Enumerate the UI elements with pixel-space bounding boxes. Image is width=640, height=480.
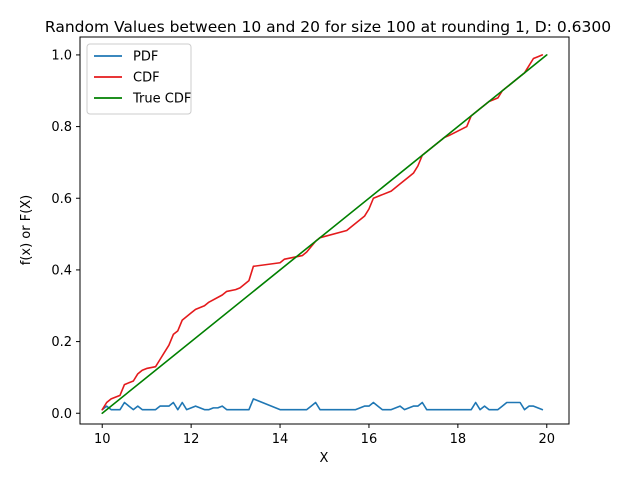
y-tick-label: 0.0 (51, 407, 72, 422)
legend-label-cdf: CDF (133, 71, 160, 86)
legend-label-true-cdf: True CDF (132, 92, 191, 107)
legend-label-pdf: PDF (133, 50, 158, 65)
series-layer (101, 54, 548, 415)
x-tick-label: 14 (272, 432, 289, 447)
x-axis-label: X (320, 451, 329, 466)
y-axis: 0.0 0.2 0.4 0.6 0.8 1.0 (51, 48, 80, 422)
x-tick-label: 20 (538, 432, 555, 447)
chart-title: Random Values between 10 and 20 for size… (45, 18, 611, 36)
x-tick-label: 12 (183, 432, 200, 447)
x-tick-label: 18 (450, 432, 467, 447)
series-line-pdf (101, 398, 544, 411)
y-tick-label: 0.8 (51, 120, 72, 135)
plot-frame (79, 36, 570, 425)
y-tick-label: 0.6 (51, 192, 72, 207)
y-tick-label: 1.0 (51, 48, 72, 63)
legend: PDF CDF True CDF (86, 43, 192, 115)
y-tick-label: 0.4 (51, 263, 72, 278)
y-axis-label: f(x) or F(X) (19, 195, 34, 266)
x-axis: 10 12 14 16 18 20 (94, 424, 555, 447)
legend-box (86, 43, 192, 115)
x-tick-label: 10 (94, 432, 111, 447)
x-tick-label: 16 (361, 432, 378, 447)
y-tick-label: 0.2 (51, 335, 72, 350)
series-line-true-cdf (101, 54, 548, 415)
